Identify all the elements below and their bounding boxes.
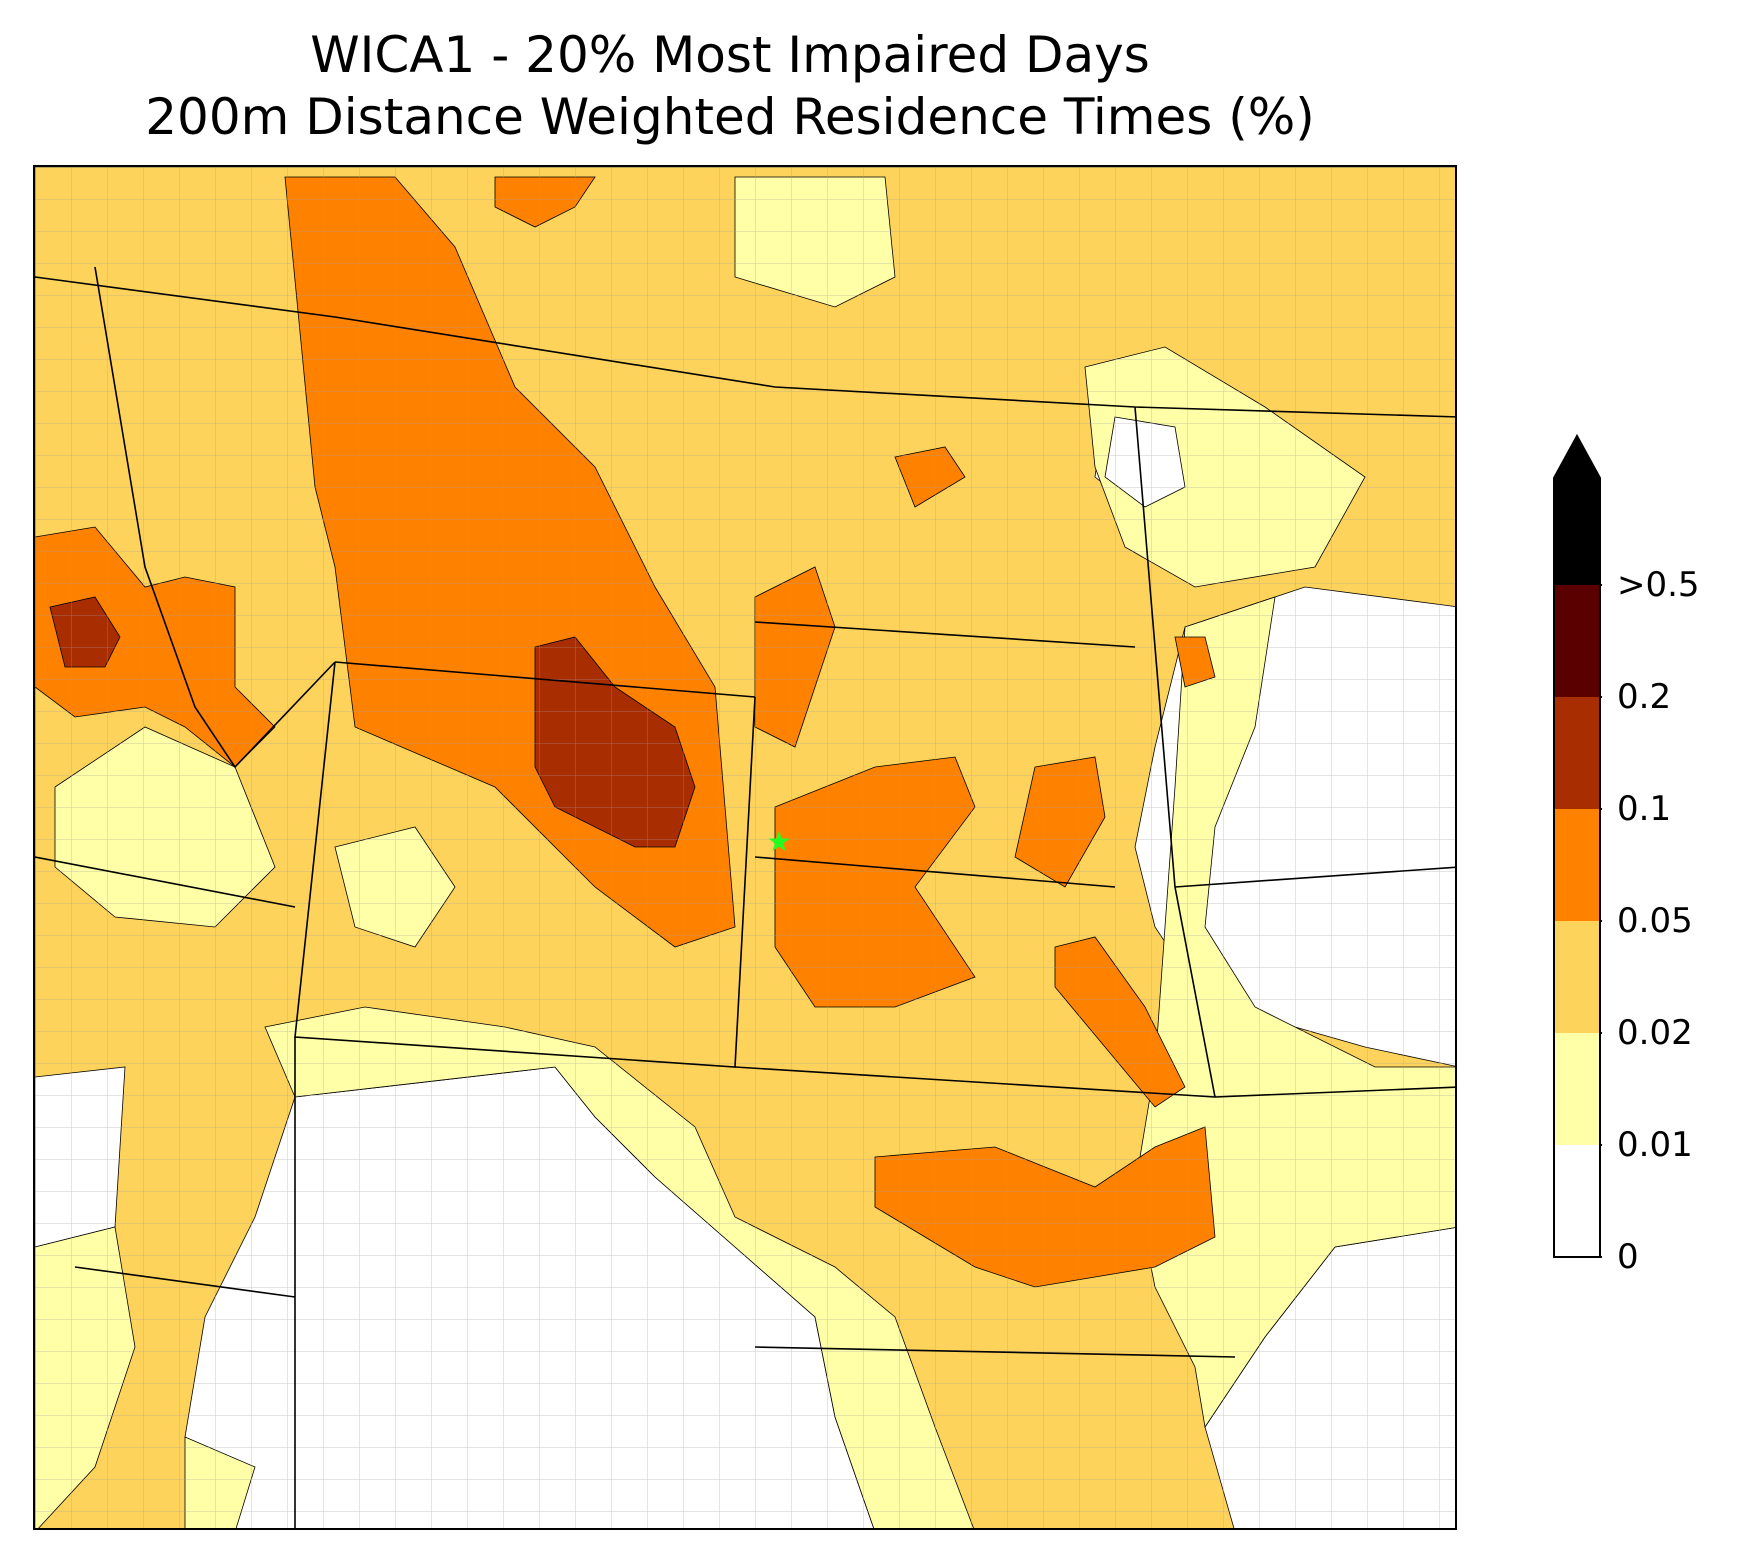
utah-border [35, 856, 296, 908]
colorbar-swatch-4 [1554, 697, 1600, 809]
colorbar-tick-label-4: 0.1 [1617, 789, 1672, 829]
residence-time-map: ★ [35, 167, 1455, 1528]
green-star-icon: ★ [766, 825, 791, 858]
map-panel: ★ [33, 165, 1457, 1530]
colorbar-extend-arrow [1554, 436, 1600, 478]
colorbar-swatch-0 [1554, 1145, 1600, 1257]
utah-colorado-border [74, 1266, 296, 1298]
colorbar-tick-label-6: >0.5 [1617, 565, 1700, 605]
wyoming-colorado-border [294, 661, 756, 1068]
south-dakota-nebraska-border [754, 856, 1116, 888]
colorbar-swatch-2 [1554, 921, 1600, 1033]
state-boundaries [35, 266, 1455, 1528]
nebraska-kansas-border [734, 1066, 1216, 1098]
colorbar-tick-label-2: 0.02 [1617, 1013, 1693, 1053]
idaho-montana-border [94, 266, 336, 769]
map-title-line-1: WICA1 - 20% Most Impaired Days [310, 26, 1150, 84]
county-lines [35, 167, 1455, 1528]
kansas-oklahoma-border [754, 1346, 1236, 1358]
colorbar-frame [1553, 433, 1601, 1258]
colorbar-swatch-1 [1554, 1033, 1600, 1145]
canada-border [35, 276, 1455, 418]
colorbar-tick-label-3: 0.05 [1617, 901, 1693, 941]
dakota-minnesota-border [1134, 406, 1216, 1098]
colorbar-tick-label-1: 0.01 [1617, 1125, 1693, 1165]
colorbar [1553, 433, 1602, 1258]
iowa-border [1174, 866, 1455, 888]
missouri-border [1214, 1086, 1455, 1098]
colorbar-swatch-5 [1554, 585, 1600, 697]
colorbar-swatch-3 [1554, 809, 1600, 921]
colorbar-tick-label-5: 0.2 [1617, 677, 1672, 717]
montana-wyoming-border [334, 661, 756, 698]
colorbar-tick-label-0: 0 [1617, 1237, 1639, 1277]
colorbar-swatch-6 [1554, 478, 1600, 585]
north-south-dakota-border [754, 621, 1136, 648]
map-title-line-2: 200m Distance Weighted Residence Times (… [145, 88, 1315, 146]
